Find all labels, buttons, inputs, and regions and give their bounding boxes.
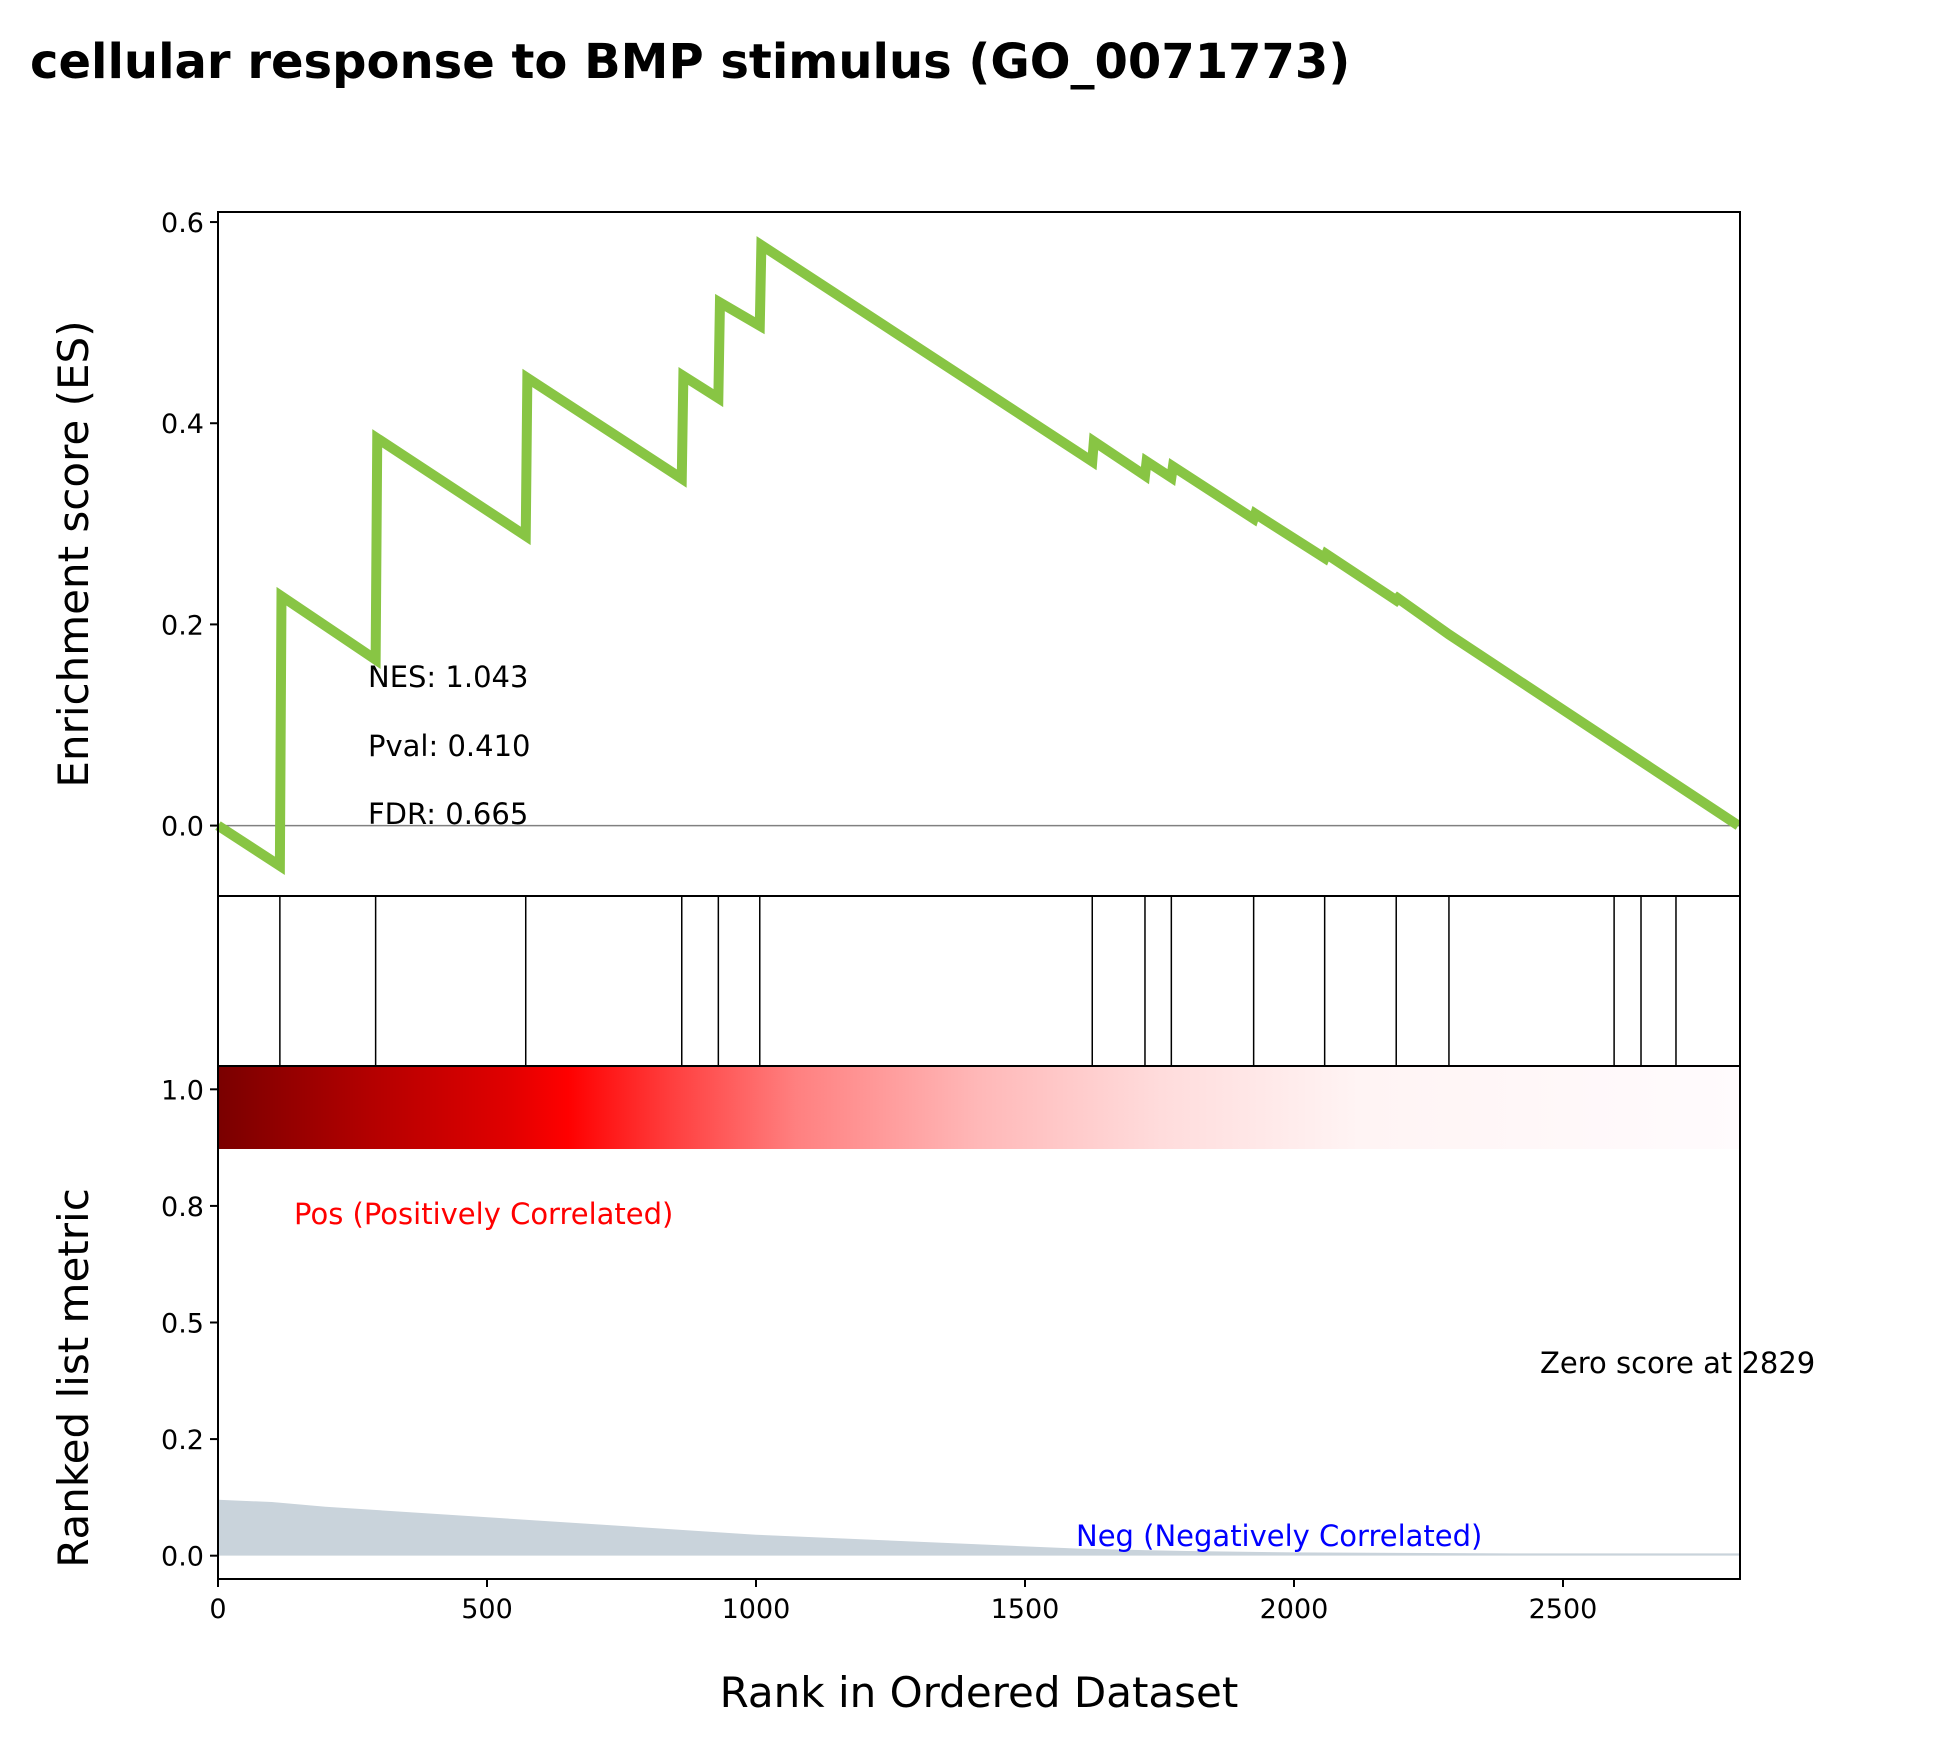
metric-y-tick-label: 0.2 <box>161 1425 204 1456</box>
es-panel: 0.0 0.2 0.4 0.6 NES: 1.043 Pval: 0.410 FDR:… <box>49 208 1742 897</box>
es-y-ticks: 0.0 0.2 0.4 0.6 <box>161 208 218 843</box>
x-tick-label: 1500 <box>991 1594 1060 1625</box>
fdr-annotation: FDR: 0.665 <box>368 797 528 831</box>
metric-y-ticks: 0.0 0.2 0.5 0.8 1.0 <box>161 1075 218 1573</box>
x-tick-label: 0 <box>209 1594 226 1625</box>
es-line <box>215 236 1742 876</box>
pos-label: Pos (Positively Correlated) <box>294 1197 673 1231</box>
rank-color-bar <box>218 1066 1740 1149</box>
metric-panel: 0.0 0.2 0.5 0.8 1.0 0 500 1000 1500 2000 2500 Pos… <box>49 1065 1815 1717</box>
es-y-axis-label: Enrichment score (ES) <box>49 320 98 787</box>
es-y-tick-label: 0.0 <box>161 812 204 843</box>
hits-panel <box>217 895 1741 1067</box>
metric-y-tick-label: 0.5 <box>161 1309 204 1340</box>
metric-y-axis-label: Ranked list metric <box>49 1188 98 1568</box>
x-tick-label: 500 <box>461 1594 513 1625</box>
es-panel-frame <box>217 211 1741 897</box>
x-axis-label: Rank in Ordered Dataset <box>720 1668 1239 1717</box>
metric-y-tick-label: 1.0 <box>161 1075 204 1106</box>
x-ticks: 0 500 1000 1500 2000 2500 <box>209 1579 1597 1625</box>
pval-annotation: Pval: 0.410 <box>368 729 531 763</box>
es-y-tick-label: 0.2 <box>161 610 204 641</box>
metric-y-tick-label: 0.8 <box>161 1192 204 1223</box>
chart-title: cellular response to BMP stimulus (GO_00… <box>30 34 1350 90</box>
es-y-tick-label: 0.4 <box>161 409 204 440</box>
x-tick-label: 2000 <box>1260 1594 1329 1625</box>
es-y-tick-label: 0.6 <box>161 208 204 239</box>
x-tick-label: 2500 <box>1529 1594 1598 1625</box>
neg-label: Neg (Negatively Correlated) <box>1076 1519 1482 1553</box>
x-tick-label: 1000 <box>722 1594 791 1625</box>
metric-y-tick-label: 0.0 <box>161 1542 204 1573</box>
hit-lines <box>279 896 1677 1066</box>
zero-score-label: Zero score at 2829 <box>1540 1346 1815 1380</box>
hits-panel-frame <box>217 895 1741 1067</box>
nes-annotation: NES: 1.043 <box>368 660 528 694</box>
metric-area <box>218 1499 1740 1556</box>
